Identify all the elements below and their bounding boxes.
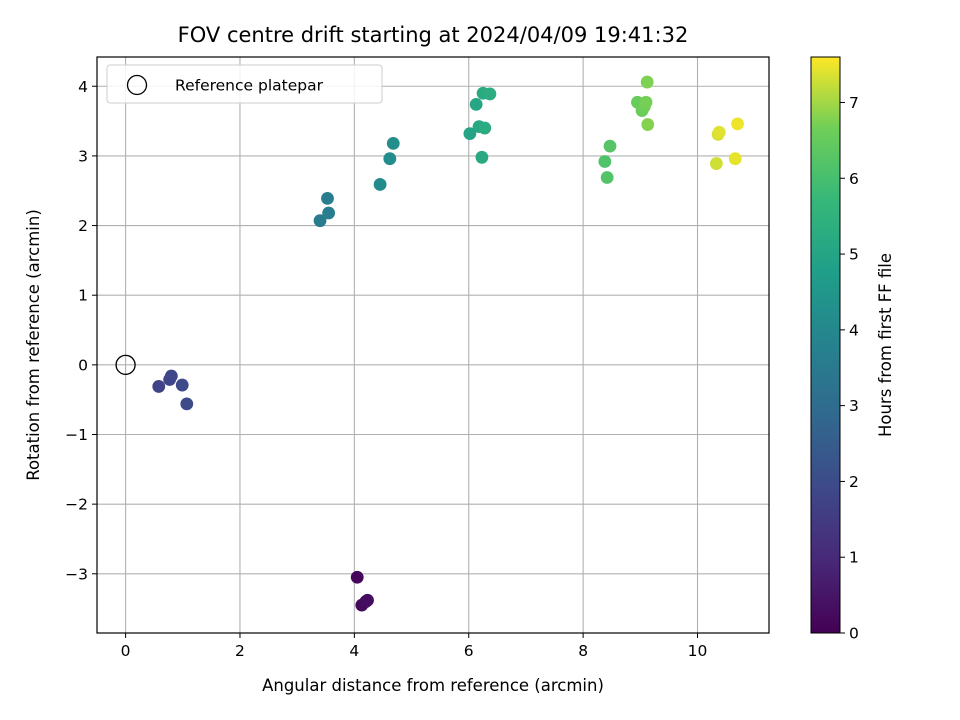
data-point [361, 593, 374, 607]
legend-marker [126, 74, 148, 96]
data-point [322, 206, 336, 220]
data-point [164, 369, 178, 383]
data-point [728, 152, 742, 166]
colorbar-tick-label: 6 [849, 170, 859, 188]
data-point [731, 117, 744, 131]
x-tick-label: 8 [578, 642, 588, 660]
data-point [463, 127, 477, 141]
y-tick-label: 4 [78, 78, 88, 96]
data-point [640, 75, 654, 89]
colorbar-tick-label: 0 [849, 625, 859, 643]
data-point [598, 155, 612, 168]
colorbar-gradient [810, 56, 841, 634]
data-point [152, 380, 166, 393]
data-point [709, 157, 723, 170]
y-tick-label: −1 [65, 426, 88, 444]
y-axis-ticks: −3 −2 −1 0 1 2 3 4 [65, 78, 97, 583]
y-tick-label: 3 [78, 147, 88, 165]
data-point [712, 125, 726, 139]
data-point [469, 97, 483, 111]
data-point [478, 121, 492, 135]
x-tick-label: 2 [235, 642, 245, 660]
y-tick-label: −2 [65, 496, 88, 514]
colorbar-tick-label: 3 [849, 397, 859, 415]
colorbar-tick-label: 7 [849, 94, 859, 112]
data-point [180, 397, 194, 411]
legend-label: Reference platepar [175, 77, 324, 95]
data-point [475, 150, 489, 164]
y-tick-label: 0 [78, 356, 88, 374]
data-point [313, 214, 327, 228]
grid-lines [97, 57, 769, 633]
data-point [639, 95, 653, 109]
data-point [483, 87, 497, 101]
colorbar-ticks: 0 1 2 3 4 5 6 7 [840, 94, 859, 643]
plot-area: 0 2 4 6 8 10 −3 −2 −1 0 1 2 3 4 Reference platepar [65, 56, 770, 660]
data-point [603, 139, 617, 153]
plot-background [97, 57, 769, 633]
data-points [115, 75, 744, 612]
y-tick-label: −3 [65, 565, 88, 583]
x-axis-ticks: 0 2 4 6 8 10 [121, 633, 708, 660]
x-tick-label: 4 [349, 642, 359, 660]
y-tick-label: 1 [78, 287, 88, 305]
data-point [383, 152, 397, 166]
y-axis-label: Rotation from reference (arcmin) [24, 209, 43, 481]
data-point [386, 136, 400, 150]
y-tick-label: 2 [78, 217, 88, 235]
x-axis-label: Angular distance from reference (arcmin) [262, 676, 604, 695]
colorbar-tick-label: 2 [849, 473, 859, 491]
data-point [321, 191, 334, 205]
data-point [175, 378, 189, 392]
reference-point-marker [115, 354, 136, 376]
colorbar-label: Hours from first FF file [876, 253, 895, 437]
plot-frame [96, 56, 770, 634]
colorbar-tick-label: 1 [849, 549, 859, 567]
colorbar-tick-label: 4 [849, 321, 859, 339]
data-point [350, 570, 364, 584]
x-tick-label: 10 [688, 642, 708, 660]
colorbar: 0 1 2 3 4 5 6 7 Hours from first FF file [810, 56, 895, 643]
x-tick-label: 0 [121, 642, 131, 660]
data-point [373, 178, 387, 191]
x-tick-label: 6 [464, 642, 474, 660]
colorbar-tick-label: 5 [849, 246, 859, 264]
data-point [641, 118, 655, 131]
legend: Reference platepar [106, 64, 383, 104]
chart-title: FOV centre drift starting at 2024/04/09 … [178, 23, 689, 47]
data-point [600, 171, 614, 184]
legend-box [106, 64, 383, 104]
